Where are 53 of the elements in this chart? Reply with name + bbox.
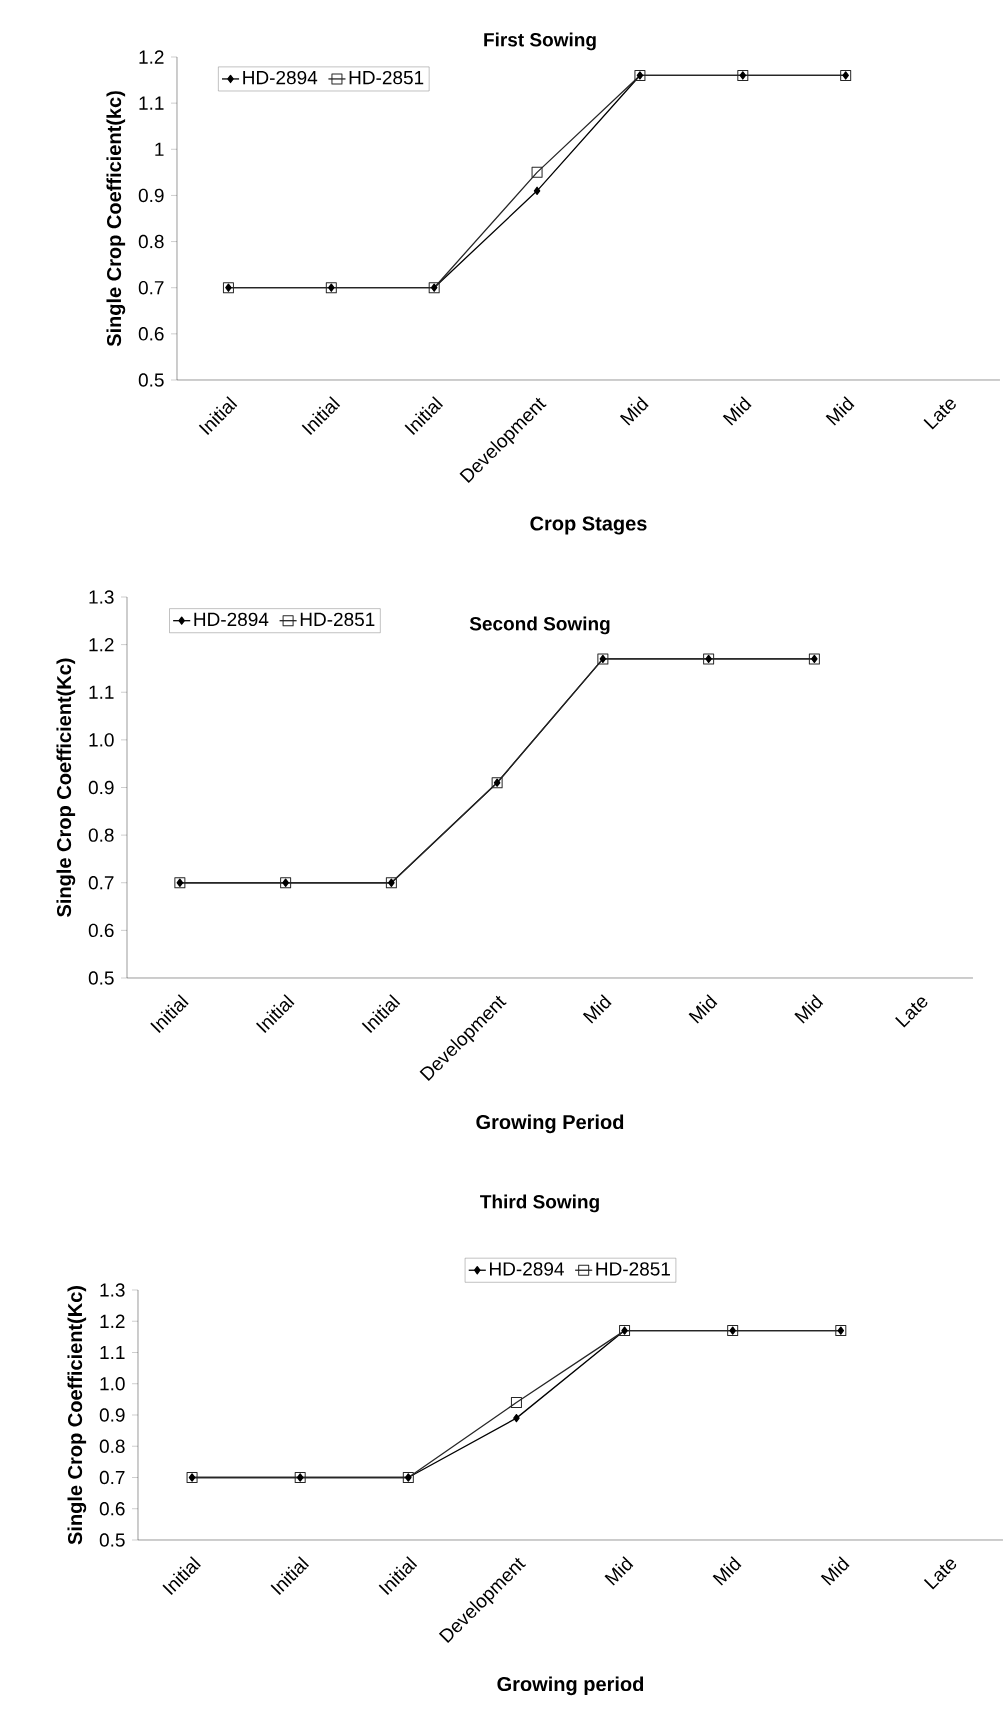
y-axis-title: Single Crop Coefficient(kc)	[106, 91, 126, 347]
text: Second Sowing	[469, 616, 610, 635]
y-tick-label: 0.6	[88, 923, 114, 938]
x-tick-label: Mid	[619, 396, 649, 426]
y-tick-label: 0.5	[138, 373, 164, 387]
x-tick-label: Mid	[712, 1556, 742, 1586]
x-axis-title: Growing Period	[476, 1114, 624, 1134]
x-tick-label: Mid	[722, 396, 752, 426]
y-tick-label: 1.3	[89, 590, 114, 604]
x-tick-label: Mid	[688, 994, 718, 1024]
y-tick-label: 0.8	[88, 828, 114, 842]
y-axis-title: Single Crop Coefficient(Kc)	[67, 1286, 87, 1545]
chart-title: First Sowing	[484, 32, 596, 51]
y-tick-label: 0.5	[88, 971, 114, 985]
y-tick-label: 1.0	[100, 1377, 125, 1391]
y-tick-label: 0.9	[99, 1408, 125, 1422]
y-tick-label: 0.5	[99, 1533, 125, 1547]
chart-title: Third Sowing	[480, 1194, 599, 1213]
y-tick-label: 1	[155, 142, 164, 156]
x-tick-label: Mid	[820, 1556, 850, 1586]
x-tick-label: Mid	[825, 396, 855, 426]
y-tick-label: 1.1	[139, 96, 164, 110]
y-tick-label: 0.6	[138, 327, 164, 341]
legend-label: HD-2894	[194, 612, 269, 627]
y-tick-label: 1.1	[89, 685, 114, 699]
y-tick-label: 0.6	[99, 1502, 125, 1516]
y-tick-label: 0.9	[138, 188, 164, 203]
legend-label: HD-2851	[349, 70, 424, 85]
y-tick-label: 0.8	[138, 234, 164, 249]
y-tick-label: 1.2	[100, 1314, 125, 1328]
x-tick-label: Late	[923, 1559, 957, 1590]
y-tick-label: 0.7	[99, 1470, 125, 1485]
y-tick-label: 1.1	[100, 1345, 125, 1360]
legend-label: HD-2851	[596, 1262, 670, 1276]
y-tick-label: 1.2	[139, 50, 164, 64]
x-axis-title: Growing period	[497, 1676, 644, 1696]
legend-label: HD-2894	[243, 70, 318, 85]
y-tick-label: 0.7	[138, 280, 164, 295]
y-tick-label: 1.3	[100, 1283, 125, 1297]
y-axis-title: Single Crop Coefficient(Kc)	[56, 658, 76, 917]
x-tick-label: Mid	[582, 994, 612, 1024]
x-tick-label: Mid	[604, 1556, 634, 1586]
y-tick-label: 0.9	[88, 780, 114, 795]
y-tick-label: 1.0	[89, 733, 114, 747]
y-tick-label: 1.2	[89, 637, 114, 652]
y-tick-label: 0.7	[88, 876, 114, 890]
x-tick-label: Late	[895, 997, 928, 1028]
y-tick-label: 0.8	[99, 1439, 125, 1453]
x-axis-title: Crop Stages	[530, 516, 647, 535]
x-tick-label: Mid	[794, 994, 824, 1024]
legend-label: HD-2894	[490, 1262, 564, 1276]
x-tick-label: Late	[923, 399, 956, 430]
legend-label: HD-2851	[300, 612, 375, 627]
